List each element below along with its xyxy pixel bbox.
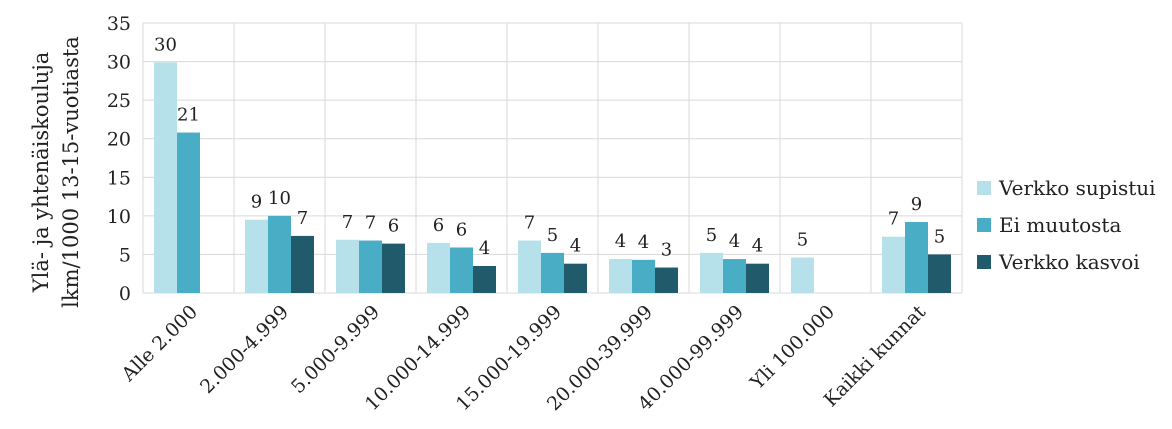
data-label: 4 xyxy=(638,232,649,253)
grid-layer xyxy=(142,22,963,294)
bar xyxy=(882,236,905,293)
data-label: 3 xyxy=(661,240,672,261)
legend: Verkko supistui Ei muutosta Verkko kasvoi xyxy=(977,176,1156,274)
bar xyxy=(928,254,951,293)
bars xyxy=(154,62,951,293)
data-label: 9 xyxy=(251,192,262,213)
legend-swatch xyxy=(977,181,991,195)
y-axis-title-line-2: lkm/1000 13-15-vuotiasta xyxy=(59,36,83,308)
bar xyxy=(268,215,291,293)
data-label: 5 xyxy=(547,225,558,246)
y-tick-label: 25 xyxy=(107,90,131,112)
bar xyxy=(336,239,359,293)
data-label: 6 xyxy=(388,216,399,237)
data-label: 7 xyxy=(524,213,535,234)
legend-entry: Ei muutosta xyxy=(999,213,1121,237)
bar xyxy=(518,240,541,293)
y-tick-label: 35 xyxy=(107,13,131,35)
legend-entry: Verkko kasvoi xyxy=(998,250,1140,274)
data-label: 10 xyxy=(268,188,291,209)
y-tick-label: 0 xyxy=(119,283,131,305)
data-label: 4 xyxy=(729,231,740,252)
data-label: 6 xyxy=(433,215,444,236)
y-tick-label: 30 xyxy=(107,52,131,74)
y-tick-label: 5 xyxy=(119,244,131,266)
data-label: 30 xyxy=(154,34,177,55)
bar xyxy=(427,242,450,293)
data-label: 5 xyxy=(706,225,717,246)
x-tick-label: 2.000-4.999 xyxy=(196,301,293,398)
data-label: 5 xyxy=(797,230,808,251)
bar xyxy=(473,266,496,293)
bar xyxy=(723,259,746,293)
bar xyxy=(359,240,382,293)
legend-swatch xyxy=(977,255,991,269)
data-label: 9 xyxy=(911,194,922,215)
y-axis-ticks: 0 5 10 15 20 25 30 35 xyxy=(107,13,131,305)
bar xyxy=(746,263,769,293)
bar xyxy=(700,252,723,293)
data-label: 5 xyxy=(934,226,945,247)
y-tick-label: 10 xyxy=(107,206,131,228)
bar xyxy=(382,243,405,293)
x-tick-label: 5.000-9.999 xyxy=(287,301,384,398)
x-tick-label: Alle 2.000 xyxy=(117,301,202,386)
bar xyxy=(655,267,678,293)
bar xyxy=(905,222,928,293)
bar xyxy=(632,259,655,293)
data-label: 4 xyxy=(615,231,626,252)
legend-swatch xyxy=(977,218,991,232)
data-label: 4 xyxy=(570,236,581,257)
data-label: 7 xyxy=(365,213,376,234)
bar xyxy=(291,235,314,293)
y-axis-title: Ylä- ja yhtenäiskouluja lkm/1000 13-15-v… xyxy=(29,36,83,308)
bar xyxy=(609,259,632,293)
y-axis-title-line-1: Ylä- ja yhtenäiskouluja xyxy=(29,52,53,294)
bar xyxy=(154,62,177,293)
bar xyxy=(791,257,814,293)
data-label: 21 xyxy=(177,105,200,126)
bar xyxy=(450,247,473,293)
bar xyxy=(564,263,587,293)
data-label: 7 xyxy=(342,212,353,233)
bar xyxy=(245,219,268,293)
data-label: 4 xyxy=(752,236,763,257)
y-tick-label: 20 xyxy=(107,129,131,151)
bar xyxy=(541,252,564,293)
data-label: 6 xyxy=(456,219,467,240)
legend-entry: Verkko supistui xyxy=(998,176,1156,200)
data-label: 7 xyxy=(297,208,308,229)
data-label: 4 xyxy=(479,238,490,259)
y-tick-label: 15 xyxy=(107,167,131,189)
x-tick-label: Yli 100.000 xyxy=(745,301,839,395)
bar xyxy=(177,132,200,293)
x-axis-ticks: Alle 2.0002.000-4.9995.000-9.99910.000-1… xyxy=(117,301,931,415)
data-label: 7 xyxy=(888,209,899,230)
